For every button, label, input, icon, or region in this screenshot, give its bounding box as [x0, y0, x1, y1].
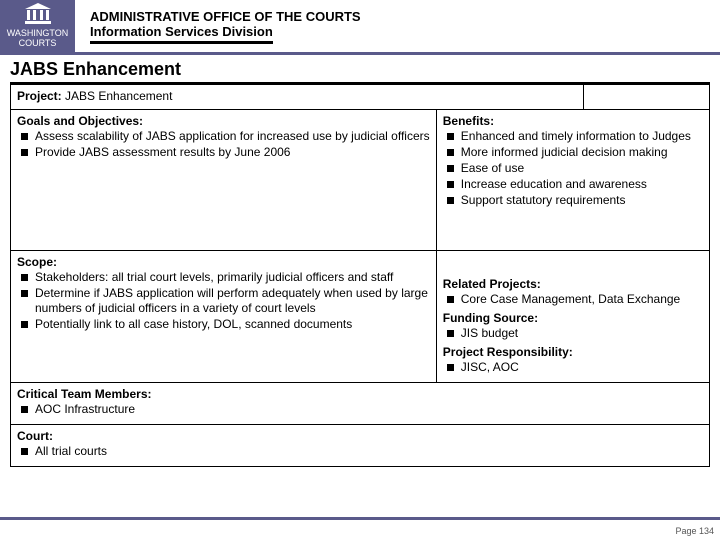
row-scope-related: Scope: Stakeholders: all trial court lev… — [11, 250, 709, 382]
list-item: JISC, AOC — [447, 360, 703, 375]
page-title: JABS Enhancement — [10, 59, 710, 84]
critical-list: AOC Infrastructure — [17, 402, 703, 417]
project-value: JABS Enhancement — [65, 89, 172, 103]
benefits-list: Enhanced and timely information to Judge… — [443, 129, 703, 208]
header-line2: Information Services Division — [90, 24, 273, 44]
responsibility-heading: Project Responsibility: — [443, 345, 703, 359]
list-item: Potentially link to all case history, DO… — [21, 317, 430, 332]
row-goals-benefits: Goals and Objectives: Assess scalability… — [11, 109, 709, 250]
goals-heading: Goals and Objectives: — [17, 114, 430, 128]
list-item: Stakeholders: all trial court levels, pr… — [21, 270, 430, 285]
project-row: Project: JABS Enhancement — [11, 84, 709, 109]
funding-heading: Funding Source: — [443, 311, 703, 325]
project-label: Project: — [17, 89, 62, 103]
page-number: Page 134 — [675, 526, 714, 536]
responsibility-list: JISC, AOC — [443, 360, 703, 375]
header-line1: ADMINISTRATIVE OFFICE OF THE COURTS — [90, 9, 361, 24]
project-empty — [583, 85, 709, 109]
content-grid: Project: JABS Enhancement Goals and Obje… — [10, 84, 710, 467]
related-list: Core Case Management, Data Exchange — [443, 292, 703, 307]
row-critical: Critical Team Members: AOC Infrastructur… — [11, 382, 709, 424]
court-list: All trial courts — [17, 444, 703, 459]
court-heading: Court: — [17, 429, 703, 443]
list-item: JIS budget — [447, 326, 703, 341]
funding-list: JIS budget — [443, 326, 703, 341]
list-item: More informed judicial decision making — [447, 145, 703, 160]
list-item: Determine if JABS application will perfo… — [21, 286, 430, 316]
scope-heading: Scope: — [17, 255, 430, 269]
header-text: ADMINISTRATIVE OFFICE OF THE COURTS Info… — [75, 9, 361, 44]
page-header: WASHINGTON COURTS ADMINISTRATIVE OFFICE … — [0, 0, 720, 55]
scope-list: Stakeholders: all trial court levels, pr… — [17, 270, 430, 332]
logo: WASHINGTON COURTS — [0, 0, 75, 54]
list-item: AOC Infrastructure — [21, 402, 703, 417]
logo-line2: COURTS — [0, 39, 75, 49]
list-item: Support statutory requirements — [447, 193, 703, 208]
goals-list: Assess scalability of JABS application f… — [17, 129, 430, 160]
critical-heading: Critical Team Members: — [17, 387, 703, 401]
list-item: Ease of use — [447, 161, 703, 176]
list-item: Enhanced and timely information to Judge… — [447, 129, 703, 144]
column-icon — [23, 3, 53, 25]
benefits-heading: Benefits: — [443, 114, 703, 128]
list-item: All trial courts — [21, 444, 703, 459]
list-item: Core Case Management, Data Exchange — [447, 292, 703, 307]
row-court: Court: All trial courts — [11, 424, 709, 466]
list-item: Provide JABS assessment results by June … — [21, 145, 430, 160]
related-heading: Related Projects: — [443, 277, 703, 291]
list-item: Increase education and awareness — [447, 177, 703, 192]
footer-divider — [0, 517, 720, 520]
list-item: Assess scalability of JABS application f… — [21, 129, 430, 144]
